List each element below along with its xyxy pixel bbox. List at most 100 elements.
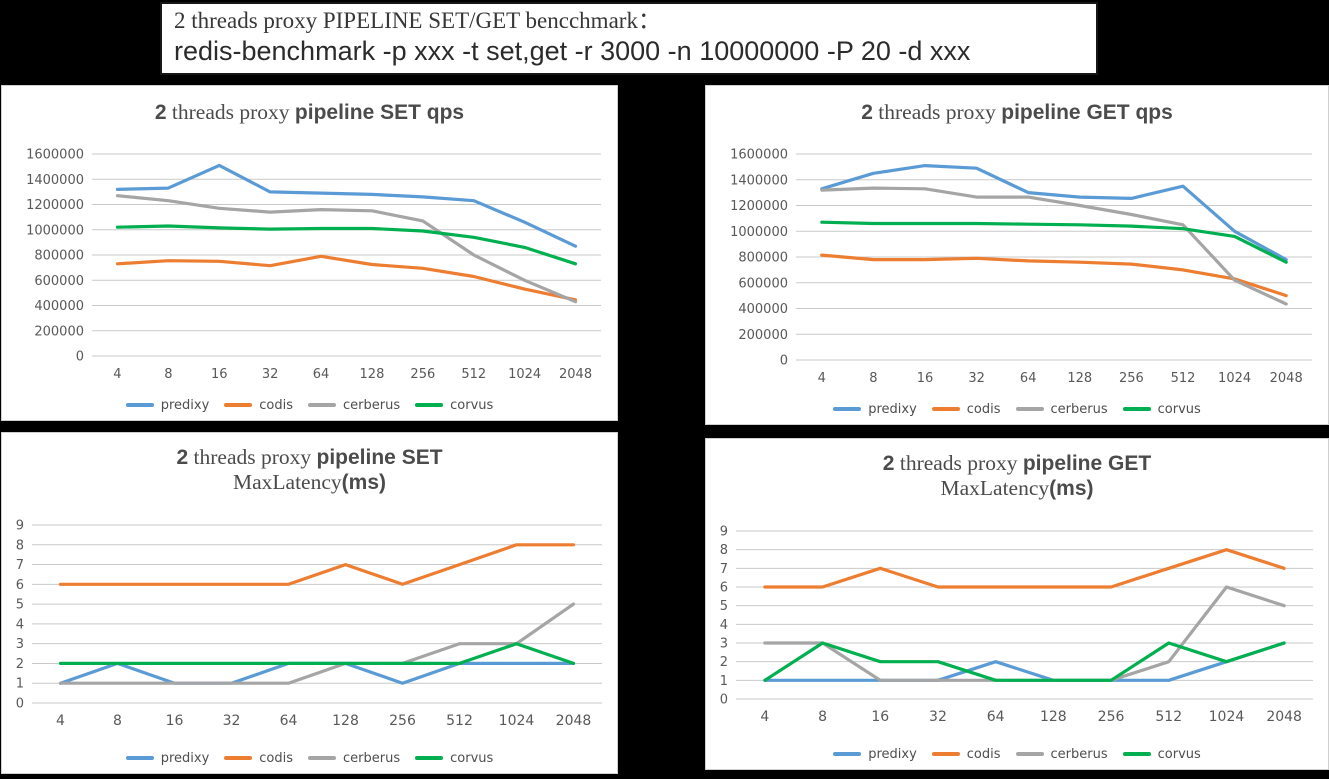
legend-label: corvus	[450, 750, 494, 766]
x-category-label: 4	[56, 713, 65, 729]
x-category-label: 1024	[508, 367, 541, 382]
legend-item-codis: codis	[224, 751, 293, 766]
y-tick-label: 0	[16, 697, 24, 712]
legend-item-cerberus: cerberus	[308, 398, 400, 413]
x-category-label: 4	[760, 709, 769, 725]
chart-title-line: 2 threads proxy pipeline SET	[2, 445, 617, 470]
series-line-codis	[820, 253, 1288, 298]
y-tick-label: 1400000	[26, 173, 84, 188]
y-tick-label: 8	[720, 543, 728, 558]
legend-label: corvus	[450, 397, 494, 413]
chart-title-segment: (ms)	[1049, 477, 1094, 501]
y-tick-label: 1	[720, 674, 728, 689]
chart-panel-set-latency: 2 threads proxy pipeline SET MaxLatency(m…	[1, 432, 618, 774]
legend-swatch-predixy	[833, 407, 862, 411]
series-line-codis	[763, 548, 1286, 589]
series-line-cerberus	[58, 602, 576, 685]
legend-item-predixy: predixy	[125, 398, 209, 413]
y-tick-label: 8	[16, 538, 24, 553]
chart-title-line: 2 threads proxy pipeline SET qps	[2, 100, 617, 125]
y-tick-label: 5	[720, 599, 728, 614]
legend-item-corvus: corvus	[415, 398, 493, 413]
y-tick-label: 800000	[738, 251, 788, 266]
legend-item-predixy: predixy	[833, 402, 917, 417]
legend-label: predixy	[160, 750, 210, 766]
legend-label: cerberus	[1050, 746, 1108, 762]
x-category-label: 256	[1098, 709, 1125, 725]
series-line-corvus	[115, 224, 578, 266]
legend-swatch-codis	[224, 403, 253, 407]
legend-item-codis: codis	[931, 747, 1001, 762]
chart-panel-set-qps: 2 threads proxy pipeline SET qps 0 200000…	[1, 85, 618, 421]
legend-label: codis	[259, 750, 294, 766]
y-tick-label: 5	[16, 598, 24, 613]
chart-plot-set-qps: 0 200000 400000 600000 800000 1000000 1200000 1…	[26, 148, 601, 382]
y-tick-label: 800000	[34, 249, 84, 264]
legend-label: cerberus	[343, 750, 401, 766]
legend-item-corvus: corvus	[1122, 747, 1201, 762]
legend-item-corvus: corvus	[415, 751, 493, 766]
series-line-cerberus	[820, 186, 1288, 306]
x-category-label: 64	[1020, 371, 1037, 386]
legend-item-cerberus: cerberus	[308, 751, 400, 766]
x-category-label: 64	[313, 367, 330, 382]
x-category-label: 128	[1067, 371, 1092, 386]
y-tick-label: 200000	[738, 328, 788, 343]
x-category-label: 16	[211, 367, 228, 382]
y-tick-label: 9	[720, 525, 728, 540]
chart-panel-get-latency: 2 threads proxy pipeline GET MaxLatency(m…	[705, 438, 1329, 770]
legend-item-codis: codis	[931, 402, 1001, 417]
legend-swatch-corvus	[1122, 407, 1151, 411]
legend-item-cerberus: cerberus	[1015, 746, 1108, 762]
x-category-label: 2048	[1270, 371, 1303, 386]
y-tick-label: 1600000	[730, 148, 788, 163]
legend-swatch-cerberus	[308, 756, 337, 760]
y-tick-label: 0	[720, 693, 728, 708]
y-tick-label: 9	[16, 519, 24, 534]
legend-swatch-codis	[931, 752, 960, 756]
series-line-corvus	[763, 641, 1286, 682]
benchmark-note-title: 2 threads proxy PIPELINE SET/GET bencchm…	[174, 8, 661, 33]
x-category-label: 2048	[559, 367, 592, 382]
chart-plot-set-latency: 0 1 2 3 4 5 6 7 8 9 4 8 16 32 64 128 256 512 1024 2048	[16, 519, 602, 729]
series-line-corvus	[58, 642, 576, 665]
y-tick-label: 600000	[738, 276, 788, 291]
chart-title-get-qps: 2 threads proxy pipeline GET qps	[706, 86, 1328, 144]
y-tick-label: 1600000	[26, 148, 84, 163]
legend-swatch-cerberus	[1015, 407, 1044, 411]
y-tick-label: 400000	[738, 302, 788, 317]
chart-title-segment: pipeline GET qps	[1001, 101, 1173, 124]
chart-title-set-qps: 2 threads proxy pipeline SET qps	[2, 86, 617, 144]
chart-title-line: 2 threads proxy pipeline GET qps	[706, 100, 1328, 125]
legend-swatch-predixy	[125, 403, 154, 407]
chart-title-segment: 2	[154, 101, 167, 124]
legend-label: predixy	[868, 401, 917, 417]
x-category-label: 512	[1171, 371, 1196, 386]
legend-item-cerberus: cerberus	[1015, 402, 1108, 417]
legend-swatch-codis	[931, 407, 960, 411]
chart-title-segment: threads proxy	[166, 100, 295, 124]
legend-swatch-predixy	[125, 756, 154, 760]
legend-label: predixy	[868, 746, 917, 762]
y-tick-label: 2	[16, 657, 24, 672]
x-category-label: 64	[987, 709, 1005, 725]
series-line-predixy	[115, 163, 578, 248]
legend-swatch-codis	[224, 756, 253, 760]
x-category-label: 128	[332, 713, 359, 729]
chart-title-segment: (ms)	[341, 471, 386, 495]
y-tick-label: 400000	[34, 299, 84, 314]
x-category-label: 512	[446, 713, 473, 729]
chart-plot-get-latency: 0 1 2 3 4 5 6 7 8 9 4 8 16 32 64 128 256 512 1024 2048	[720, 525, 1313, 725]
y-tick-label: 1000000	[730, 225, 788, 240]
x-category-label: 8	[818, 709, 827, 725]
y-tick-label: 1200000	[730, 199, 788, 214]
chart-title-segment: pipeline SET	[316, 446, 443, 469]
y-tick-label: 1200000	[26, 198, 84, 213]
chart-legend-get-latency: predixy codis cerberus corvus	[706, 739, 1328, 769]
y-tick-label: 2	[720, 655, 728, 670]
x-category-label: 16	[166, 713, 184, 729]
y-tick-label: 1400000	[730, 173, 788, 188]
chart-title-segment: MaxLatency	[233, 470, 342, 495]
chart-title-segment: MaxLatency	[940, 476, 1050, 501]
